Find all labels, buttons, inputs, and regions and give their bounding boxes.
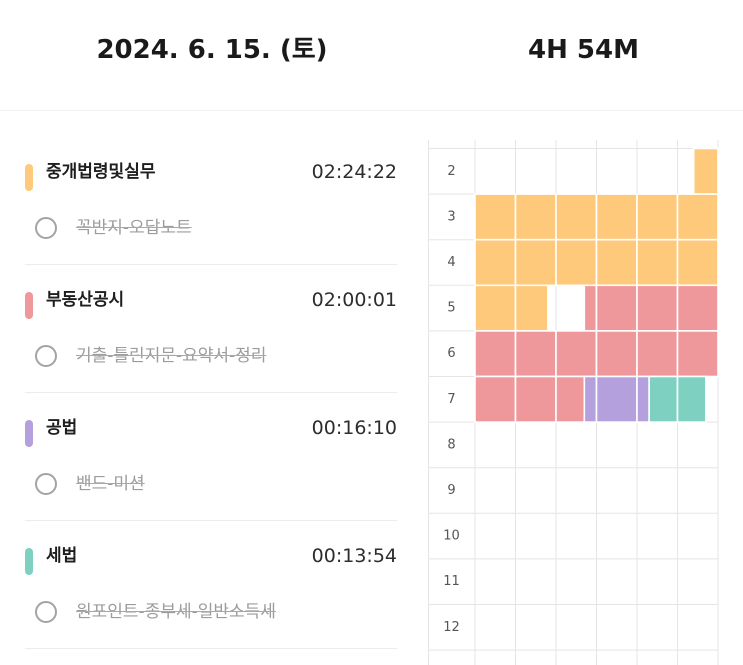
subject-name: 중개법령및실무: [46, 162, 156, 182]
subject-group: 중개법령및실무 02:24:22 꼭반지-오답노트: [0, 137, 424, 265]
subject-name: 부동산공시: [46, 290, 125, 310]
divider: [25, 648, 397, 649]
timetable-block: [595, 330, 638, 378]
task-checkbox[interactable]: [35, 345, 57, 367]
subject-header[interactable]: 부동산공시 02:00:01: [25, 285, 397, 319]
timetable-block: [514, 330, 557, 378]
subject-name: 공법: [46, 418, 78, 438]
subject-group: 공법 00:16:10 밴드-미션: [0, 393, 424, 521]
timetable-block: [636, 193, 679, 241]
subject-color-bar: [25, 548, 33, 575]
task-text: 원포인트-종부세-일반소득세: [76, 602, 276, 622]
subject-header[interactable]: 중개법령및실무 02:24:22: [25, 157, 397, 191]
divider: [25, 520, 397, 521]
subject-group: 세법 00:13:54 원포인트-종부세-일반소득세: [0, 521, 424, 649]
task-text: 기출-틀린지문-요약서-정리: [76, 346, 267, 366]
timetable-block: [676, 284, 719, 332]
task-checkbox[interactable]: [35, 473, 57, 495]
task-item[interactable]: 밴드-미션: [25, 469, 397, 499]
timetable-block: [474, 238, 517, 287]
subject-color-bar: [25, 164, 33, 191]
subject-color-bar: [25, 420, 33, 447]
subject-name: 세법: [46, 546, 78, 566]
timetable-block: [514, 375, 557, 423]
subject-group: 부동산공시 02:00:01 기출-틀린지문-요약서-정리: [0, 265, 424, 393]
header: 2024. 6. 15. (토) 4H 54M: [0, 0, 743, 111]
timetable-block: [595, 375, 638, 423]
timetable-block: [474, 375, 517, 423]
timetable-block: [636, 330, 679, 378]
timetable-block: [648, 375, 679, 423]
timetable-block: [676, 330, 719, 378]
timetable-grid: 2 3 4 5 6 7 8 9 10 11 12: [428, 140, 719, 665]
subject-study-time: 02:00:01: [311, 289, 397, 311]
hour-label: 9: [447, 483, 455, 498]
divider: [25, 392, 397, 393]
timetable-block: [474, 193, 517, 241]
hour-label: 8: [447, 437, 455, 452]
timetable-block: [514, 193, 557, 241]
subject-color-bar: [25, 292, 33, 319]
hour-label: 4: [447, 255, 455, 270]
timetable-block: [636, 284, 679, 332]
hour-label: 11: [443, 574, 460, 589]
subject-header[interactable]: 세법 00:13:54: [25, 541, 397, 575]
timetable-block: [474, 284, 517, 332]
timetable-block: [555, 193, 598, 241]
hour-label: 5: [447, 301, 455, 316]
timetable-block: [583, 284, 598, 332]
hour-label: 2: [447, 164, 455, 179]
task-item[interactable]: 기출-틀린지문-요약서-정리: [25, 341, 397, 371]
timetable-block: [676, 193, 719, 241]
timetable-hour-labels: 2 3 4 5 6 7 8 9 10 11 12: [443, 164, 460, 635]
timetable-block: [692, 147, 719, 195]
subject-study-time: 00:13:54: [311, 545, 397, 567]
total-study-time: 4H 54M: [528, 35, 639, 65]
task-item[interactable]: 원포인트-종부세-일반소득세: [25, 597, 397, 627]
subject-study-time: 02:24:22: [311, 161, 397, 183]
divider: [25, 264, 397, 265]
timetable-block: [514, 238, 557, 287]
timetable-block: [636, 375, 650, 423]
subject-list: 중개법령및실무 02:24:22 꼭반지-오답노트 부동산공시 02:00:01…: [0, 137, 424, 649]
hour-label: 3: [447, 209, 455, 224]
task-text: 밴드-미션: [76, 474, 145, 494]
timetable-block: [514, 284, 549, 332]
subject-study-time: 00:16:10: [311, 417, 397, 439]
timetable-block: [595, 193, 638, 241]
timetable-block: [583, 375, 598, 423]
hour-label: 10: [443, 529, 460, 544]
timetable-block: [636, 238, 679, 287]
timetable-block: [474, 330, 517, 378]
task-item[interactable]: 꼭반지-오답노트: [25, 213, 397, 243]
timetable-block: [595, 238, 638, 287]
timetable-block: [595, 284, 638, 332]
timetable-blocks: [474, 147, 719, 423]
timetable-block: [555, 330, 598, 378]
subject-header[interactable]: 공법 00:16:10: [25, 413, 397, 447]
timetable-block: [676, 375, 707, 423]
hour-label: 12: [443, 620, 460, 635]
timetable-block: [555, 238, 598, 287]
task-checkbox[interactable]: [35, 601, 57, 623]
timetable-block: [555, 375, 586, 423]
hour-label: 6: [447, 346, 455, 361]
timetable-block: [676, 238, 719, 287]
hour-label: 7: [447, 392, 455, 407]
task-checkbox[interactable]: [35, 217, 57, 239]
date-title[interactable]: 2024. 6. 15. (토): [96, 35, 328, 65]
task-text: 꼭반지-오답노트: [76, 218, 192, 238]
